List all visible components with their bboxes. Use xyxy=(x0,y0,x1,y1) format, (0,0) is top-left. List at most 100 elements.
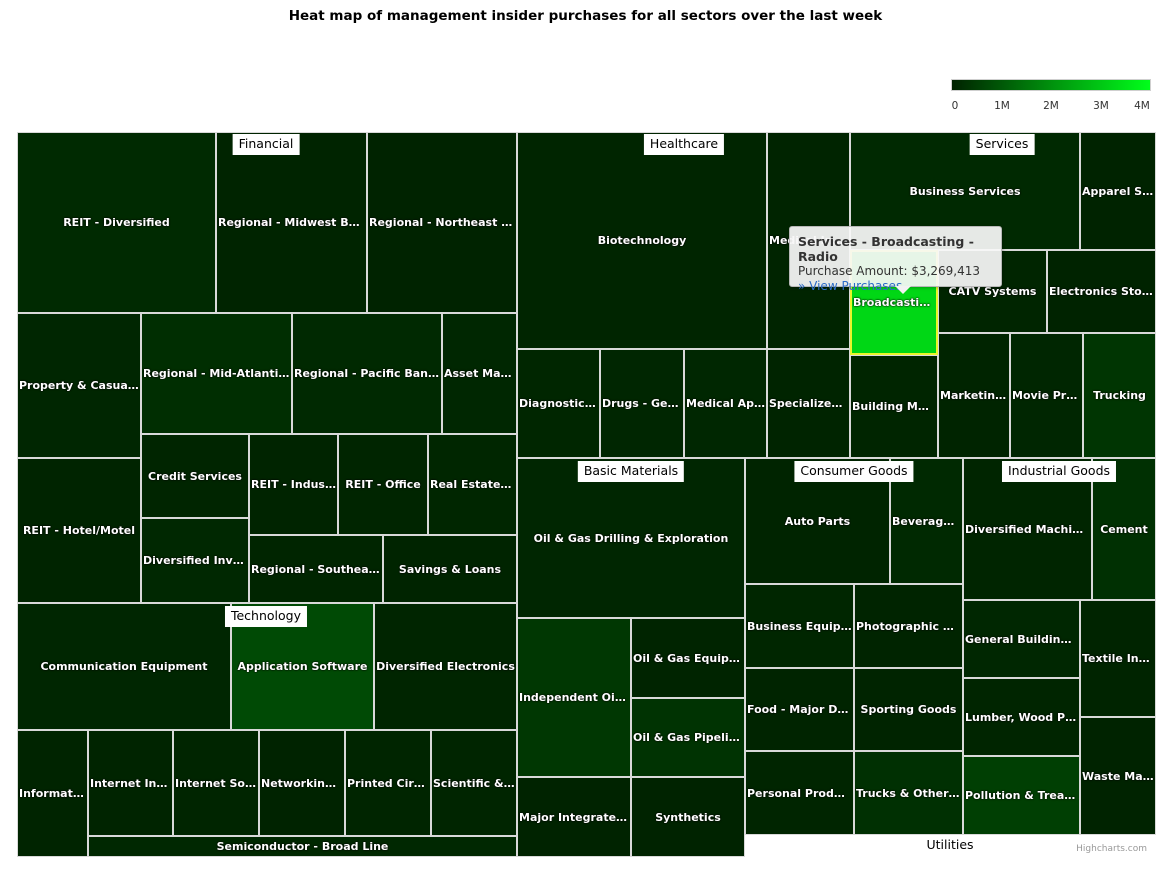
treemap-cell-label: Independent Oil & Gas xyxy=(519,691,630,704)
treemap-cell-synthetics[interactable]: Synthetics xyxy=(631,777,745,857)
treemap-cell-label: REIT - Industrial xyxy=(251,478,337,491)
treemap-cell-label: Movie Production xyxy=(1012,389,1082,402)
treemap-cell-diagnostic-substances[interactable]: Diagnostic Substances xyxy=(517,349,600,458)
sector-label-industrial-goods[interactable]: Industrial Goods xyxy=(1001,461,1117,482)
treemap-cell-pollution-and-treatment-controls[interactable]: Pollution & Treatment Controls xyxy=(963,756,1080,835)
treemap-cell-marketing-services[interactable]: Marketing Services xyxy=(938,333,1010,458)
treemap-cell-specialized-health-services[interactable]: Specialized Health Services xyxy=(767,349,850,458)
treemap-cell-major-integrated-oil-and-gas[interactable]: Major Integrated Oil & Gas xyxy=(517,777,631,857)
treemap-cell-savings-and-loans[interactable]: Savings & Loans xyxy=(383,535,517,603)
view-purchases-link[interactable]: » View Purchases xyxy=(798,279,903,293)
treemap-cell-personal-products[interactable]: Personal Products xyxy=(745,751,854,835)
treemap-cell-label: REIT - Office xyxy=(345,478,421,491)
treemap-cell-communication-equipment[interactable]: Communication Equipment xyxy=(17,603,231,730)
treemap-cell-food-major-diversified[interactable]: Food - Major Diversified xyxy=(745,668,854,751)
treemap-cell-label: Information Technology Services xyxy=(19,787,87,800)
treemap-cell-scientific-and-technical-instruments[interactable]: Scientific & Technical Instruments xyxy=(431,730,517,836)
treemap-cell-label: Waste Management xyxy=(1082,769,1155,783)
treemap-cell-label: REIT - Diversified xyxy=(63,216,170,229)
treemap-cell-credit-services[interactable]: Credit Services xyxy=(141,434,249,518)
treemap-cell-medical-appliances[interactable]: Medical Appliances xyxy=(684,349,767,458)
treemap-cell-label: Diversified Electronics xyxy=(376,660,515,673)
treemap-cell-trucks-and-other-vehicles[interactable]: Trucks & Other Vehicles xyxy=(854,751,963,835)
treemap-cell-label: Regional - Mid-Atlantic Banks xyxy=(143,367,291,380)
treemap-cell-label: REIT - Hotel/Motel xyxy=(22,524,136,537)
sector-label-services[interactable]: Services xyxy=(969,134,1035,155)
treemap-cell-label: Personal Products xyxy=(747,786,853,800)
treemap-cell-reit-hotel-motel[interactable]: REIT - Hotel/Motel xyxy=(17,458,141,603)
treemap-cell-electronics-stores[interactable]: Electronics Stores xyxy=(1047,250,1156,333)
treemap-cell-label: Synthetics xyxy=(655,810,721,824)
treemap-cell-diversified-electronics[interactable]: Diversified Electronics xyxy=(374,603,517,730)
treemap-cell-label: Oil & Gas Equipment & Services xyxy=(633,651,744,665)
treemap-cell-label: Scientific & Technical Instruments xyxy=(433,776,516,790)
treemap-cell-networking-and-communication-devices[interactable]: Networking & Communication Devices xyxy=(259,730,345,836)
treemap-cell-reit-industrial[interactable]: REIT - Industrial xyxy=(249,434,338,535)
sector-label-financial[interactable]: Financial xyxy=(232,134,300,155)
sector-label-consumer-goods[interactable]: Consumer Goods xyxy=(794,461,914,482)
treemap-cell-label: Savings & Loans xyxy=(398,562,502,576)
treemap-cell-sporting-goods[interactable]: Sporting Goods xyxy=(854,668,963,751)
treemap-cell-building-materials-wholesale[interactable]: Building Materials Wholesale xyxy=(850,355,938,458)
treemap-cell-printed-circuit-boards[interactable]: Printed Circuit Boards xyxy=(345,730,431,836)
treemap-cell-label: Diversified Investments xyxy=(143,554,248,567)
treemap-cell-regional-pacific-banks[interactable]: Regional - Pacific Banks xyxy=(292,313,442,434)
treemap-cell-internet-software-and-services[interactable]: Internet Software & Services xyxy=(173,730,259,836)
treemap-cell-lumber-wood-production[interactable]: Lumber, Wood Production xyxy=(963,678,1080,756)
treemap-cell-label: Diagnostic Substances xyxy=(519,397,599,410)
treemap-cell-textile-industrial[interactable]: Textile Industrial xyxy=(1080,600,1156,717)
legend-segment xyxy=(1001,80,1051,90)
treemap-cell-label: Diversified Machinery xyxy=(965,522,1091,536)
treemap-cell-label: Networking & Communication Devices xyxy=(261,776,344,790)
treemap-cell-label: Communication Equipment xyxy=(40,660,208,673)
treemap-cell-apparel-stores[interactable]: Apparel Stores xyxy=(1080,132,1156,250)
treemap-cell-general-building-materials[interactable]: General Building Materials xyxy=(963,600,1080,678)
credits-link[interactable]: Highcharts.com xyxy=(1076,844,1147,854)
treemap-cell-oil-and-gas-pipelines[interactable]: Oil & Gas Pipelines xyxy=(631,698,745,777)
treemap-cell-label: Regional - Pacific Banks xyxy=(294,367,441,380)
treemap-cell-label: Photographic Equipment xyxy=(856,619,962,633)
sector-label-technology[interactable]: Technology xyxy=(224,606,308,627)
treemap-cell-diversified-investments[interactable]: Diversified Investments xyxy=(141,518,249,603)
treemap-cell-label: Marketing Services xyxy=(940,389,1009,402)
treemap-cell-movie-production[interactable]: Movie Production xyxy=(1010,333,1083,458)
treemap-cell-regional-midwest-banks[interactable]: Regional - Midwest Banks xyxy=(216,132,367,313)
treemap-cell-label: Semiconductor - Broad Line xyxy=(216,840,389,853)
treemap-cell-label: Credit Services xyxy=(148,469,242,483)
treemap-cell-label: Property & Casualty Insurance xyxy=(19,379,140,392)
treemap-cell-label: Textile Industrial xyxy=(1082,652,1155,665)
treemap-cell-property-and-casualty-insurance[interactable]: Property & Casualty Insurance xyxy=(17,313,141,458)
treemap-cell-photographic-equipment[interactable]: Photographic Equipment xyxy=(854,584,963,668)
treemap-cell-label: Cement xyxy=(1100,522,1148,536)
treemap-cell-independent-oil-and-gas[interactable]: Independent Oil & Gas xyxy=(517,618,631,777)
treemap-cell-regional-mid-atlantic-banks[interactable]: Regional - Mid-Atlantic Banks xyxy=(141,313,292,434)
sector-label-utilities[interactable]: Utilities xyxy=(920,835,980,856)
sector-label-basic-materials[interactable]: Basic Materials xyxy=(577,461,685,482)
treemap-plot: REIT - Diversified Regional - Midwest Ban… xyxy=(16,131,1157,858)
treemap-cell-business-equipment[interactable]: Business Equipment xyxy=(745,584,854,668)
treemap-cell-waste-management[interactable]: Waste Management xyxy=(1080,717,1156,835)
treemap-cell-label: Lumber, Wood Production xyxy=(965,710,1079,724)
treemap-cell-trucking[interactable]: Trucking xyxy=(1083,333,1156,458)
legend-segment xyxy=(952,80,1002,90)
treemap-cell-drugs-generic[interactable]: Drugs - Generic xyxy=(600,349,684,458)
treemap-cell-internet-information-providers[interactable]: Internet Information Providers xyxy=(88,730,173,836)
treemap-cell-label: Internet Information Providers xyxy=(90,776,172,790)
legend-tick: 0 xyxy=(951,100,959,112)
treemap-cell-label: General Building Materials xyxy=(965,632,1079,646)
treemap-cell-biotechnology[interactable]: Biotechnology xyxy=(517,132,767,349)
treemap-cell-label: Printed Circuit Boards xyxy=(347,776,430,790)
treemap-cell-information-technology-services[interactable]: Information Technology Services xyxy=(17,730,88,857)
treemap-cell-label: Regional - Midwest Banks xyxy=(218,216,366,229)
treemap-cell-reit-office[interactable]: REIT - Office xyxy=(338,434,428,535)
treemap-cell-label: Biotechnology xyxy=(597,234,687,247)
treemap-cell-oil-and-gas-drilling-and-exploration[interactable]: Oil & Gas Drilling & Exploration xyxy=(517,458,745,618)
treemap-cell-oil-and-gas-equipment-and-services[interactable]: Oil & Gas Equipment & Services xyxy=(631,618,745,698)
treemap-cell-regional-northeast-banks[interactable]: Regional - Northeast Banks xyxy=(367,132,517,313)
treemap-cell-semiconductor-broad-line[interactable]: Semiconductor - Broad Line xyxy=(88,836,517,857)
treemap-cell-asset-management[interactable]: Asset Management xyxy=(442,313,517,434)
sector-label-healthcare[interactable]: Healthcare xyxy=(643,134,725,155)
treemap-cell-real-estate-development[interactable]: Real Estate Development xyxy=(428,434,517,535)
treemap-cell-regional-southeast-banks[interactable]: Regional - Southeast Banks xyxy=(249,535,383,603)
treemap-cell-reit-diversified[interactable]: REIT - Diversified xyxy=(17,132,216,313)
